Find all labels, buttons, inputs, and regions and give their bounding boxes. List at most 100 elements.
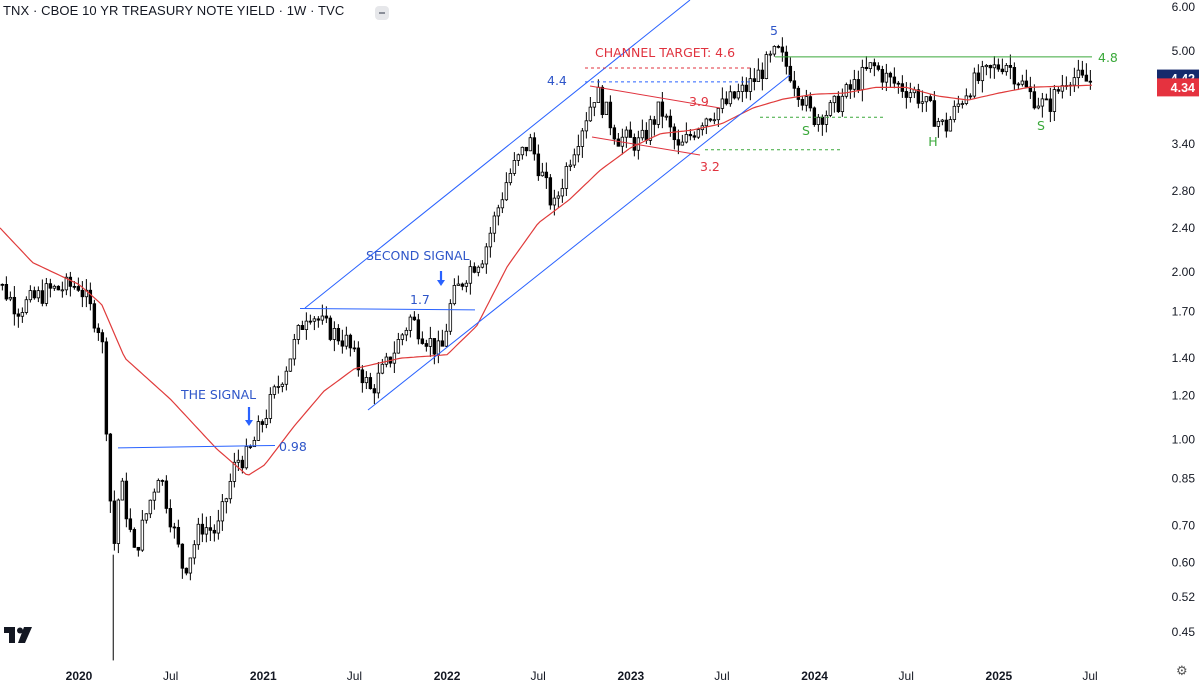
candle-up (592, 102, 597, 108)
candle-down (40, 290, 45, 304)
candle-up (740, 84, 745, 92)
candle-down (688, 133, 693, 137)
candle-down (124, 480, 129, 520)
candle (204, 516, 209, 543)
candle (760, 62, 765, 91)
candle-down (4, 284, 9, 300)
candle (1052, 84, 1057, 122)
candle-up (840, 95, 845, 113)
candle-up (568, 164, 573, 167)
candle (68, 271, 73, 297)
candle-down (628, 129, 633, 138)
candle (692, 131, 697, 141)
candle-up (508, 173, 513, 184)
price-axis[interactable]: 6.00 5.00 3.40 2.80 2.40 2.00 1.70 1.40 1.20 1.00… (1172, 0, 1196, 639)
candle-down (356, 347, 361, 371)
tradingview-logo-icon[interactable] (4, 627, 34, 643)
candle-up (564, 166, 569, 189)
candle (1068, 82, 1073, 96)
candle-up (516, 154, 521, 161)
candle (864, 56, 869, 71)
candle (8, 291, 13, 302)
candle-up (64, 276, 69, 291)
candle (696, 127, 701, 139)
candle-up (1076, 69, 1081, 79)
candle-down (416, 319, 421, 340)
candle-up (580, 130, 585, 147)
collapse-toggle-icon[interactable] (375, 6, 389, 20)
candle (580, 127, 585, 158)
candle-up (148, 499, 153, 515)
candle (184, 567, 189, 576)
candle (732, 90, 737, 100)
candle-up (920, 101, 925, 104)
candle (932, 91, 937, 127)
candle-up (216, 520, 221, 534)
candle (112, 490, 117, 551)
candle-down (248, 446, 253, 448)
candle (40, 279, 45, 307)
candle-up (232, 461, 237, 482)
candle (704, 117, 709, 135)
candle-up (468, 266, 473, 284)
candle (616, 133, 621, 147)
candle-up (320, 315, 325, 321)
candle (16, 308, 21, 328)
time-axis[interactable]: 2020 Jul 2021 Jul 2022 Jul 2023 Jul 2024 Jul 2025 J… (66, 669, 1098, 683)
candle-down (16, 313, 21, 317)
candle-down (864, 66, 869, 70)
candle (120, 477, 125, 501)
settings-gear-icon[interactable]: ⚙ (1176, 664, 1188, 679)
candle-up (220, 501, 225, 522)
candle (400, 332, 405, 346)
candle (876, 62, 881, 72)
candle (376, 362, 381, 399)
candle-down (616, 138, 621, 147)
candle (784, 45, 789, 75)
candle (740, 76, 745, 103)
candle (1048, 87, 1053, 123)
candle (348, 333, 353, 357)
candle (1040, 92, 1045, 118)
level-3.9-label: 3.9 (689, 94, 709, 109)
candle (296, 324, 301, 345)
candle (420, 331, 425, 345)
candle-up (256, 421, 261, 441)
candle-down (136, 546, 141, 551)
candle-down (600, 86, 605, 115)
candle-down (56, 285, 61, 291)
candle (188, 557, 193, 581)
candle-down (836, 95, 841, 113)
candle (700, 122, 705, 136)
candle-up (948, 119, 953, 132)
candlestick-series (0, 37, 1093, 661)
candle-up (376, 372, 381, 394)
candle-up (1036, 105, 1041, 109)
candle-up (528, 137, 533, 152)
candle-down (1088, 80, 1093, 83)
candle (388, 356, 393, 368)
candle-down (1048, 98, 1053, 112)
candle (992, 56, 997, 79)
candle-down (652, 119, 657, 125)
candle-down (104, 341, 109, 435)
candle (680, 134, 685, 146)
candle-up (656, 101, 661, 125)
candle (712, 112, 717, 125)
candle-down (472, 266, 477, 273)
candle (1036, 97, 1041, 110)
candle-down (876, 65, 881, 70)
candle-up (8, 296, 13, 300)
candle-up (844, 84, 849, 97)
candle (524, 146, 529, 157)
candle (924, 96, 929, 112)
candle-up (484, 246, 489, 265)
candle-down (692, 135, 697, 138)
candle (628, 121, 633, 138)
candle-down (100, 332, 105, 343)
candle-down (760, 69, 765, 79)
candle-up (664, 115, 669, 118)
candle (328, 315, 333, 342)
candle-up (764, 54, 769, 79)
